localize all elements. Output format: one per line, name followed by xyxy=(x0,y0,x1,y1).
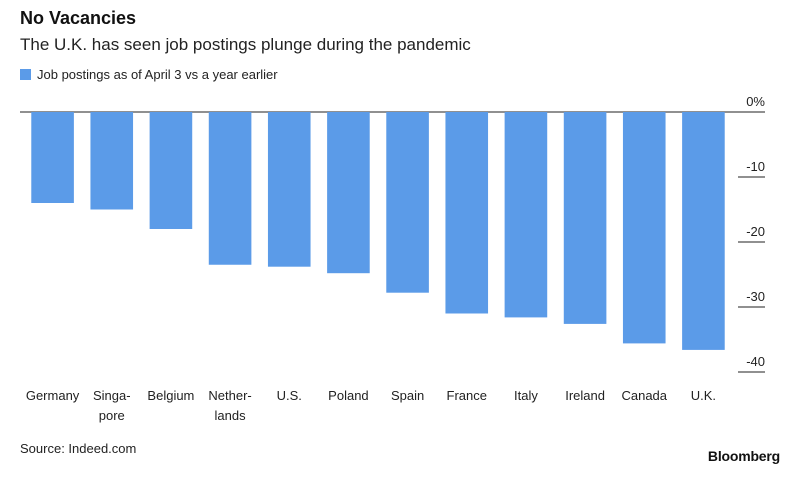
bar xyxy=(208,112,252,265)
x-tick-label: lands xyxy=(215,408,247,423)
x-tick-label: Belgium xyxy=(147,388,194,403)
x-tick-label: Germany xyxy=(26,388,80,403)
bar xyxy=(267,112,311,267)
bar xyxy=(90,112,134,210)
bar xyxy=(445,112,489,314)
y-tick-label: 0% xyxy=(746,94,765,109)
y-tick-label: -40 xyxy=(746,354,765,369)
x-tick-label: Poland xyxy=(328,388,368,403)
legend: Job postings as of April 3 vs a year ear… xyxy=(20,67,278,82)
x-tick-label: U.S. xyxy=(277,388,302,403)
x-tick-label: Ireland xyxy=(565,388,605,403)
bar xyxy=(622,112,666,344)
legend-label: Job postings as of April 3 vs a year ear… xyxy=(37,67,278,82)
brand-logo: Bloomberg xyxy=(707,448,780,464)
y-tick-label: -30 xyxy=(746,289,765,304)
source-note: Source: Indeed.com xyxy=(20,441,137,456)
bar xyxy=(149,112,193,229)
x-tick-label: Italy xyxy=(514,388,538,403)
chart-subtitle: The U.K. has seen job postings plunge du… xyxy=(20,35,471,54)
bar xyxy=(563,112,607,324)
legend-swatch xyxy=(20,69,31,80)
bar xyxy=(504,112,548,318)
x-tick-label: Nether- xyxy=(208,388,251,403)
x-tick-label: Canada xyxy=(621,388,667,403)
x-tick-label: Singa- xyxy=(93,388,131,403)
y-tick-label: -20 xyxy=(746,224,765,239)
bar xyxy=(682,112,725,350)
x-tick-label: pore xyxy=(99,408,125,423)
bar xyxy=(31,112,74,203)
x-tick-label: Spain xyxy=(391,388,424,403)
y-tick-label: -10 xyxy=(746,159,765,174)
bar xyxy=(327,112,370,274)
x-tick-label: France xyxy=(447,388,487,403)
chart-title: No Vacancies xyxy=(20,8,137,28)
bar xyxy=(386,112,429,293)
x-tick-label: U.K. xyxy=(691,388,716,403)
